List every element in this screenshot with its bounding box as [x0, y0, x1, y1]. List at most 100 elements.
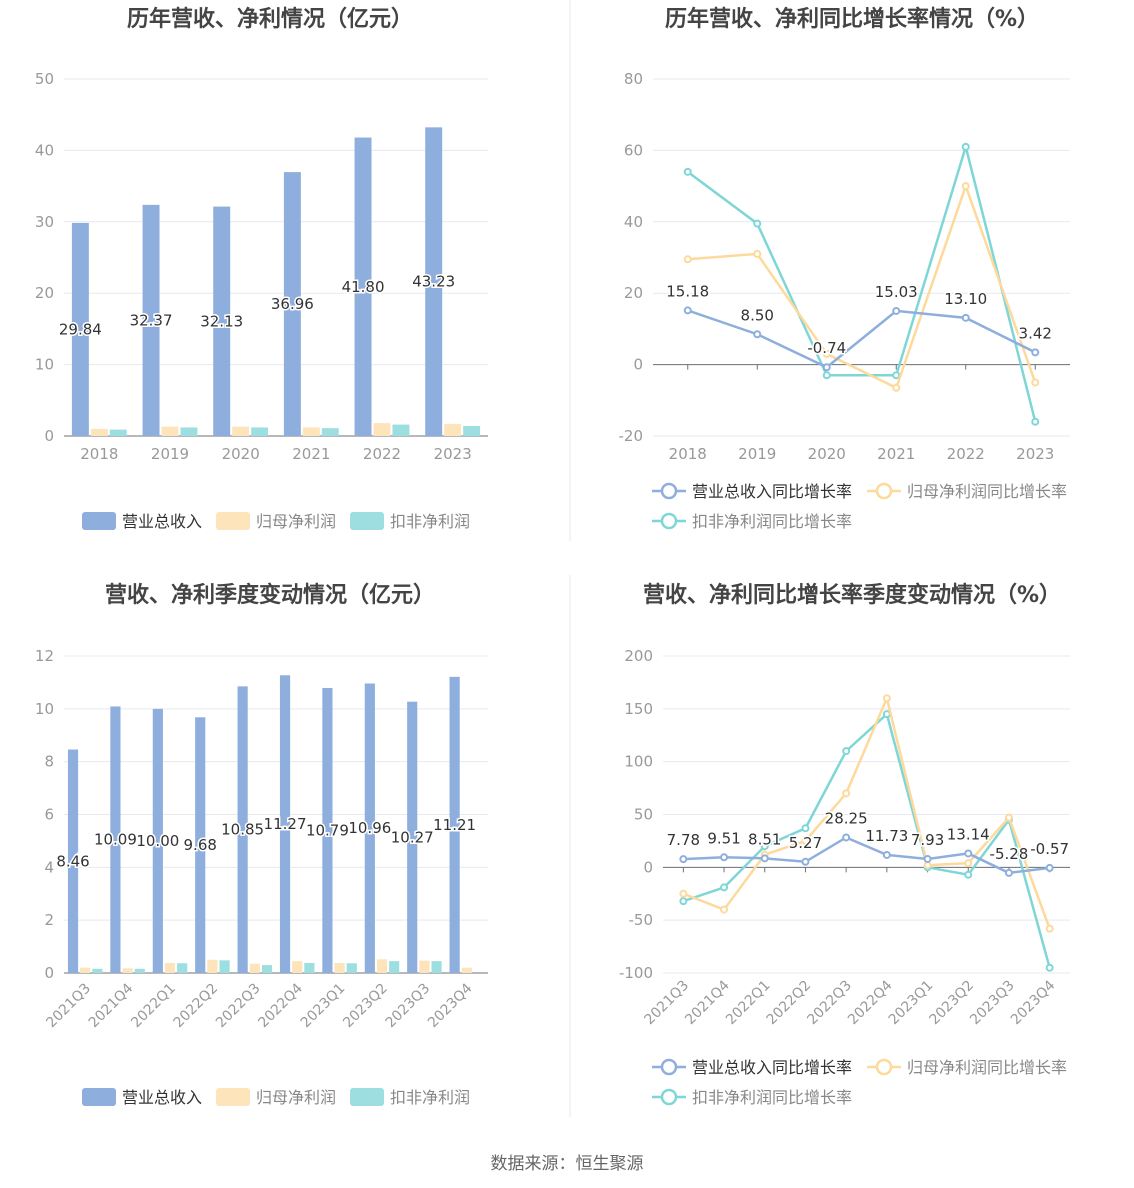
- legend-label: 营业总收入同比增长率: [692, 1058, 852, 1077]
- line-point: [842, 833, 851, 842]
- legend-swatch-marker: [875, 482, 893, 500]
- line-point: [964, 859, 973, 868]
- y-tick-label: 40: [35, 141, 54, 159]
- bar-deducted-profit: [346, 963, 357, 973]
- bar-data-label: 11.27: [264, 815, 307, 833]
- bar-deducted-profit: [321, 428, 339, 436]
- x-tick-label: 2021: [877, 445, 915, 463]
- line-point: [683, 255, 692, 264]
- legend-label: 扣非净利润: [390, 512, 470, 531]
- x-tick-label: 2021Q3: [642, 978, 693, 1029]
- bar-net-profit: [80, 967, 91, 973]
- line-data-label: 15.18: [666, 282, 709, 300]
- bar-data-label: 32.37: [130, 311, 173, 329]
- bar-net-profit: [376, 959, 388, 973]
- x-tick-label: 2022Q4: [255, 980, 306, 1031]
- legend-swatch-marker: [660, 1088, 678, 1106]
- bar-data-label: 10.96: [348, 819, 391, 837]
- x-tick-label: 2019: [738, 445, 776, 463]
- legend-swatch: [350, 512, 384, 530]
- line-point: [1004, 868, 1013, 877]
- bar-revenue: [71, 222, 89, 436]
- line-point: [679, 897, 688, 906]
- line-point: [720, 853, 729, 862]
- line-point: [822, 349, 831, 358]
- legend-swatch-marker: [660, 512, 678, 530]
- x-tick-label: 2022: [363, 445, 401, 463]
- y-tick-label: 40: [624, 213, 643, 231]
- legend-swatch-marker: [660, 482, 678, 500]
- legend-swatch-marker: [660, 1058, 678, 1076]
- bar-deducted-profit: [392, 424, 410, 436]
- bar-net-profit: [461, 967, 472, 973]
- legend-swatch-marker: [875, 1058, 893, 1076]
- line-series-net-profit: [687, 182, 1037, 390]
- line-data-label: -5.28: [990, 845, 1029, 863]
- bar-data-label: 11.21: [433, 816, 476, 834]
- chart-title: 历年营收、净利同比增长率情况（%）: [665, 6, 1039, 32]
- chart-title: 历年营收、净利情况（亿元）: [127, 6, 413, 32]
- x-tick-label: 2022: [947, 445, 985, 463]
- line-point: [753, 219, 762, 228]
- bar-revenue: [237, 686, 248, 973]
- bar-data-label: 10.27: [391, 828, 434, 846]
- bar-net-profit: [207, 959, 218, 973]
- y-tick-label: -50: [629, 911, 654, 929]
- line-point: [801, 824, 810, 833]
- bar-revenue: [449, 676, 460, 973]
- line-data-label: 13.10: [944, 290, 987, 308]
- line-point: [961, 313, 970, 322]
- line-data-label: 5.27: [789, 834, 822, 852]
- y-tick-label: 50: [634, 806, 653, 824]
- bar-revenue: [195, 717, 206, 973]
- bar-net-profit: [444, 423, 462, 436]
- bar-revenue: [142, 204, 160, 436]
- x-tick-label: 2023Q2: [926, 978, 977, 1029]
- bar-deducted-profit: [134, 968, 145, 973]
- legend-label: 扣非净利润同比增长率: [692, 512, 852, 531]
- line-point: [1004, 813, 1013, 822]
- line-series-deducted-profit: [682, 711, 1051, 969]
- chart-4: 营收、净利同比增长率季度变动情况（%） -100 -50 0 50 100 150 200 20…: [619, 582, 1071, 1107]
- legend-label: 归母净利润: [256, 1088, 336, 1107]
- line-point: [760, 842, 769, 851]
- bar-data-label: 10.09: [94, 831, 137, 849]
- y-tick-label: 200: [624, 647, 653, 665]
- x-tick-label: 2021Q4: [86, 980, 137, 1031]
- line-point: [801, 836, 810, 845]
- bar-deducted-profit: [304, 962, 315, 973]
- legend-swatch: [82, 1088, 116, 1106]
- line-point: [679, 855, 688, 864]
- y-tick-label: 20: [624, 284, 643, 302]
- line-point: [683, 167, 692, 176]
- bar-data-label: 10.79: [306, 821, 349, 839]
- line-point: [720, 883, 729, 892]
- line-point: [882, 850, 891, 859]
- bar-deducted-profit: [92, 968, 103, 973]
- bar-deducted-profit: [109, 429, 127, 436]
- x-tick-label: 2022Q1: [723, 978, 774, 1029]
- x-tick-label: 2018: [80, 445, 118, 463]
- bar-deducted-profit: [180, 427, 198, 436]
- x-tick-label: 2020: [222, 445, 260, 463]
- bar-revenue: [279, 675, 291, 973]
- bar-deducted-profit: [219, 960, 230, 973]
- legend-swatch: [216, 512, 250, 530]
- bar-net-profit: [292, 961, 303, 973]
- x-tick-label: 2023Q4: [1008, 977, 1059, 1028]
- line-point: [801, 857, 810, 866]
- y-tick-label: 20: [35, 284, 54, 302]
- legend-label: 营业总收入: [122, 512, 202, 531]
- x-tick-label: 2019: [151, 445, 189, 463]
- bar-net-profit: [164, 962, 176, 973]
- line-point: [892, 371, 901, 380]
- line-point: [882, 694, 891, 703]
- bar-net-profit: [419, 960, 430, 973]
- chart-3: 营收、净利季度变动情况（亿元）0246810122021Q32021Q42022…: [35, 582, 488, 1107]
- chart-title: 营收、净利季度变动情况（亿元）: [105, 582, 435, 608]
- y-tick-label: 4: [44, 858, 54, 876]
- bar-net-profit: [302, 427, 320, 436]
- bar-deducted-profit: [177, 963, 188, 973]
- x-tick-label: 2023Q3: [383, 981, 434, 1032]
